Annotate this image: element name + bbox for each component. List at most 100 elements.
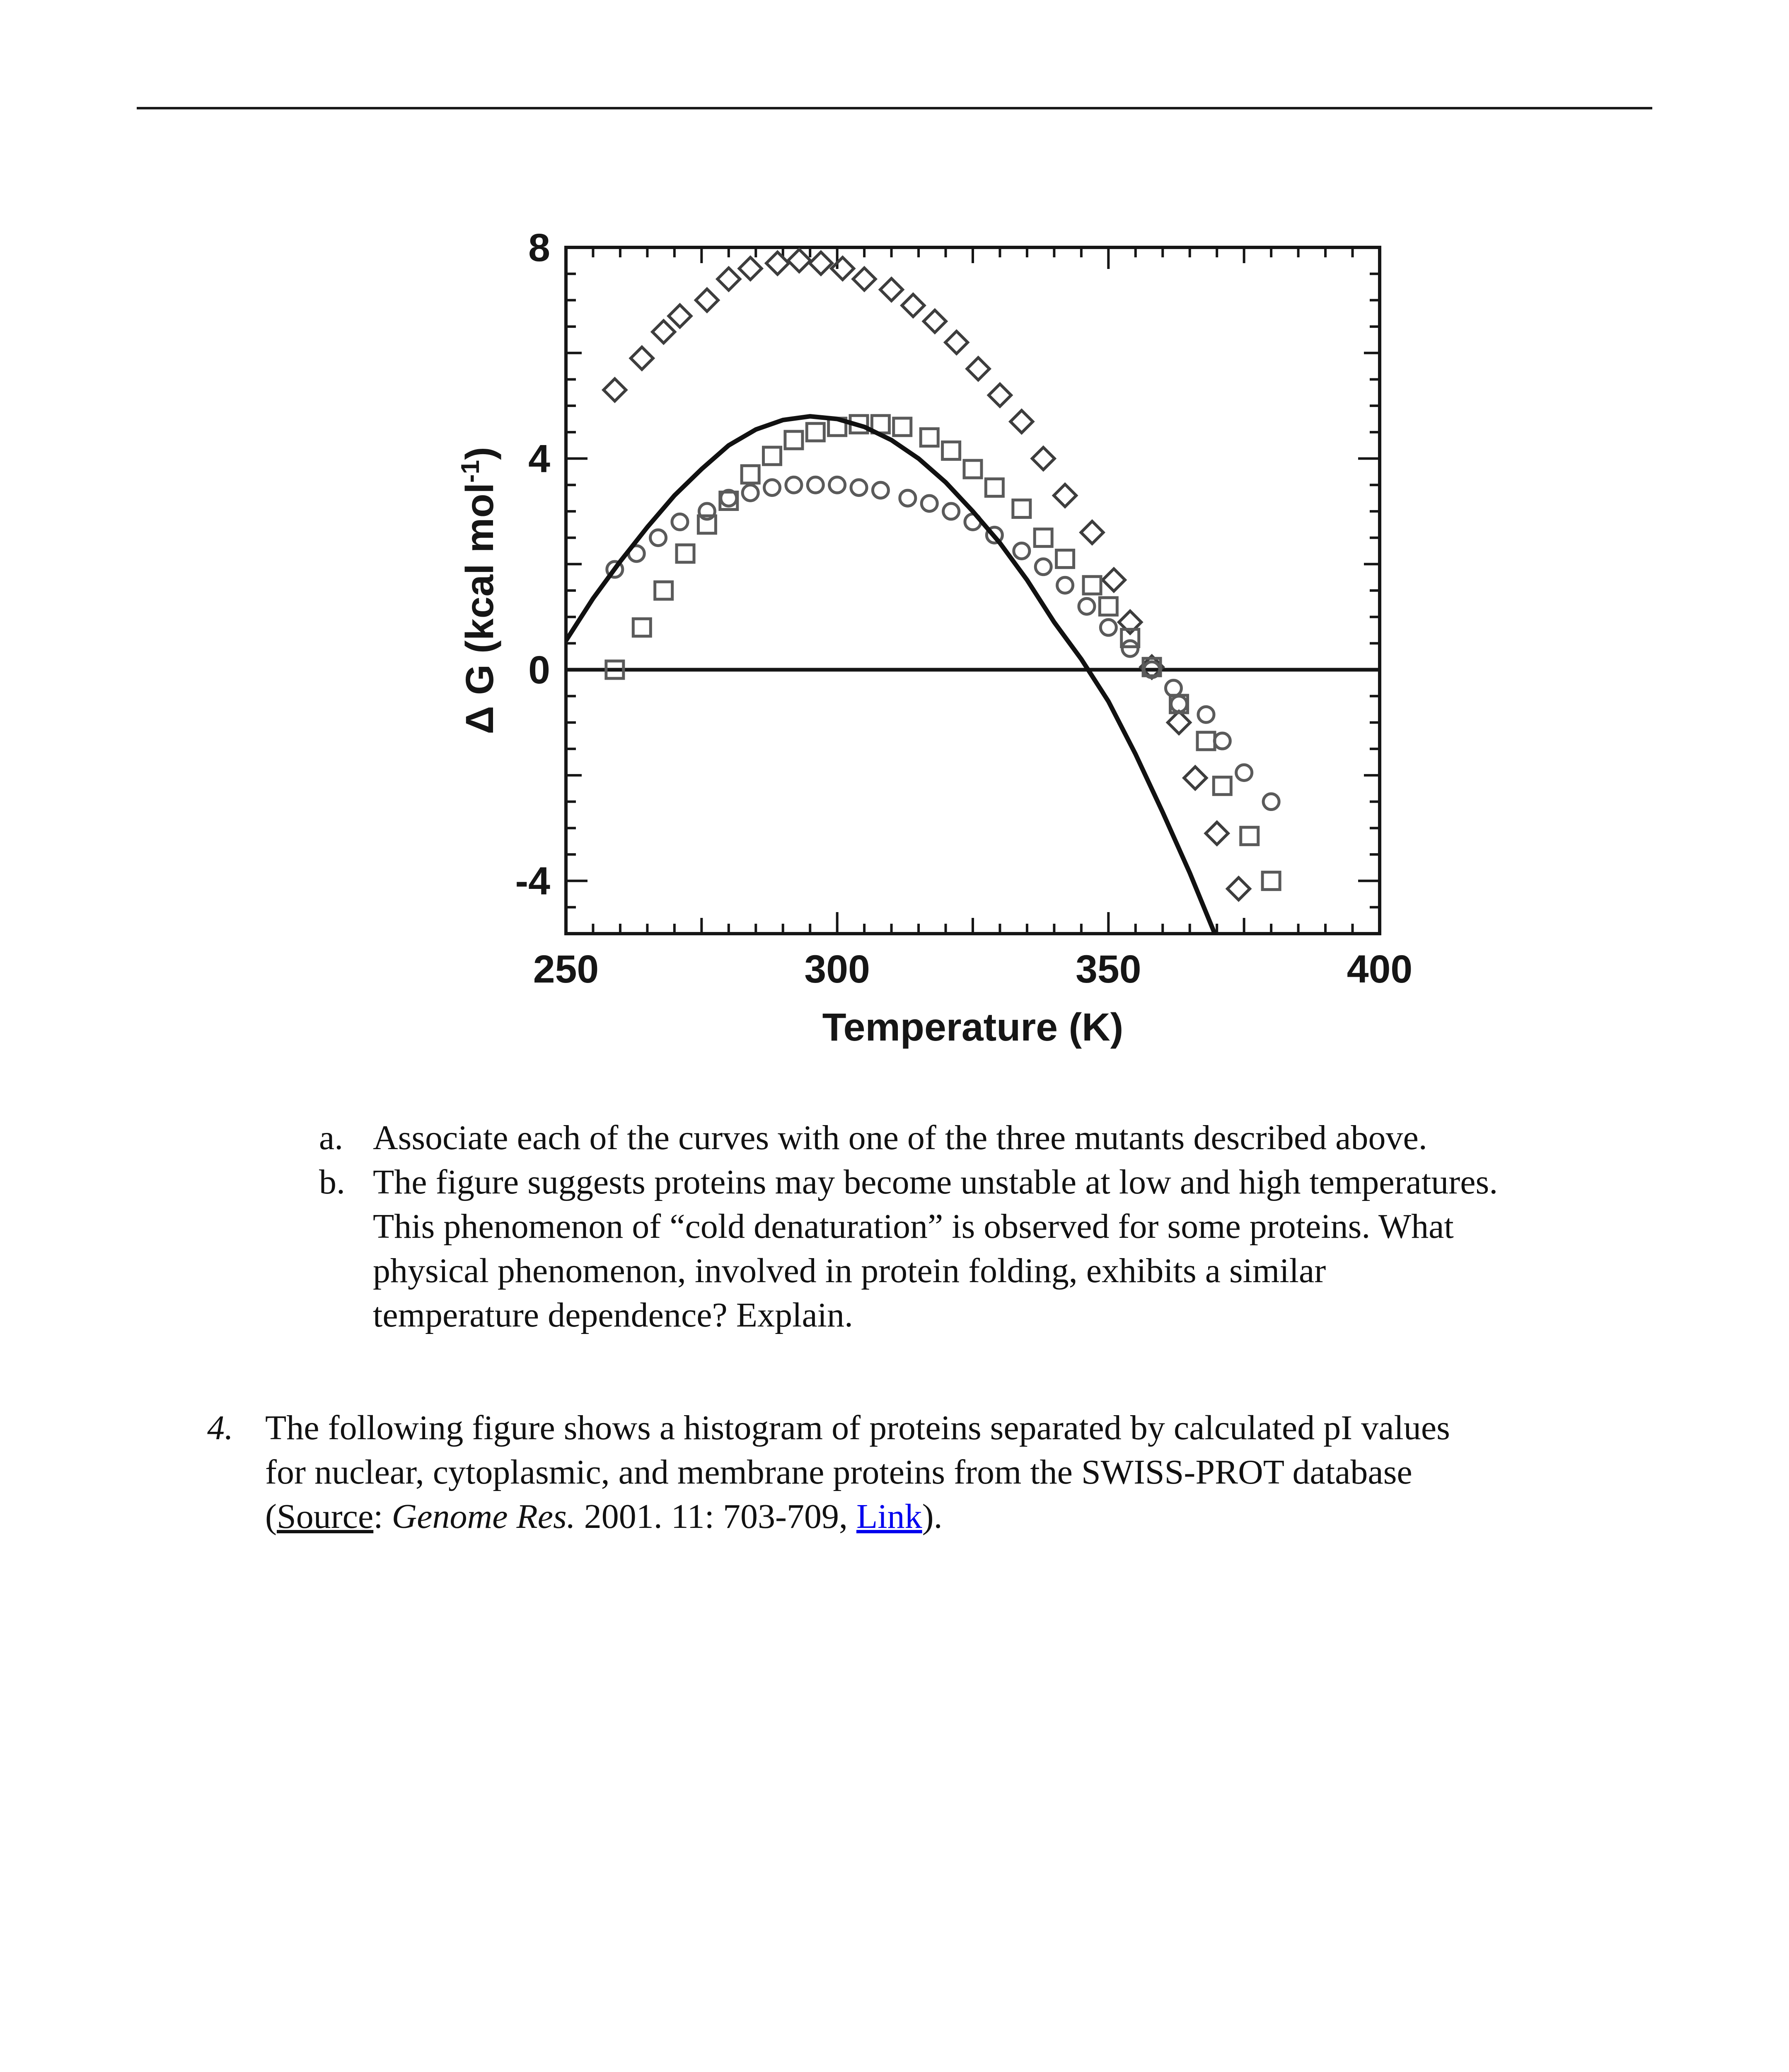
diamond-marker [650,318,677,345]
square-marker [1261,871,1281,891]
circle-marker [1164,679,1183,698]
question-b-line-3: physical phenomenon, involved in protein… [373,1251,1326,1290]
square-marker [919,427,940,448]
question-item-a: a. Associate each of the curves with one … [319,1116,1498,1160]
circle-marker [1034,557,1053,576]
question-b-label: b. [319,1163,345,1201]
tick-labels: 250 300 350 400 8 4 0 -4 [515,226,1413,991]
square-marker [1011,499,1032,519]
diamond-marker [737,255,764,282]
series-fit-curve [566,414,1217,934]
series-mutant-squares [604,414,1281,891]
circle-marker [871,481,890,500]
x-tick-label: 250 [533,947,599,991]
diamond-marker [629,345,655,372]
citation-colon: : [373,1497,392,1536]
circle-marker [1056,576,1075,595]
square-marker [962,459,983,479]
question-item-b: b. The figure suggests proteins may becom… [319,1160,1498,1204]
fit-curve-path [566,414,1217,934]
question-b-line-1: The figure suggests proteins may become … [373,1163,1498,1201]
dg-vs-temperature-chart: 250 300 350 400 8 4 0 -4 Temperature (K) Δ G (kca… [456,226,1413,1049]
square-marker [1239,825,1260,846]
citation-open: ( [265,1497,277,1536]
citation-close: ). [922,1497,943,1536]
circle-marker [1262,792,1281,811]
question-a-label: a. [319,1118,343,1157]
diamond-marker [1165,709,1192,736]
circle-marker [605,560,624,579]
citation-source-label: Source [276,1497,374,1536]
square-marker [631,617,652,638]
circle-marker [1077,597,1096,616]
circle-marker [1197,705,1216,724]
diamond-marker [965,356,992,382]
circle-marker [741,483,760,502]
diamond-marker [1225,875,1252,902]
square-marker [1033,528,1054,548]
circle-marker [719,489,738,508]
y-tick-label: 8 [528,226,550,270]
question-list: a. Associate each of the curves with one … [319,1116,1498,1337]
square-marker [1196,731,1216,751]
square-marker [892,416,913,437]
circle-marker [697,502,716,521]
square-marker [675,543,696,564]
diamond-marker [764,250,791,277]
problem-4-number: 4. [207,1409,233,1447]
circle-marker [784,475,803,494]
diamond-marker [667,303,693,329]
question-a-text: Associate each of the curves with one of… [373,1118,1427,1157]
x-axis-title: Temperature (K) [822,1005,1124,1049]
y-tick-label: -4 [515,859,551,903]
y-tick-label: 0 [528,648,550,692]
diamond-marker [1008,408,1035,435]
circle-marker [763,478,782,497]
citation-link[interactable]: Link [856,1497,922,1536]
x-axis-ticks [565,247,1381,934]
diamond-marker [1030,445,1057,472]
problem-4: 4. The following figure shows a histogram… [207,1406,1450,1539]
square-marker [805,422,826,443]
square-marker [653,580,674,601]
square-marker [1055,549,1076,569]
square-marker [696,514,717,535]
circle-marker [1213,731,1232,750]
y-tick-label: 4 [528,437,550,481]
question-b-line-4: temperature dependence? Explain. [373,1296,853,1334]
diamond-marker [786,247,812,274]
square-marker [1098,596,1119,617]
circle-marker [1121,639,1140,658]
diamond-marker [1100,566,1127,593]
question-b-line-2: This phenomenon of “cold denaturation” i… [373,1207,1454,1246]
circle-marker [1012,541,1031,560]
square-marker [604,659,625,680]
diamond-marker [1079,519,1105,546]
diamond-marker [829,255,856,282]
circle-marker [898,489,917,508]
diamond-marker [601,376,628,403]
series-mutant-diamonds [601,247,1252,902]
circle-marker [806,475,825,494]
diamond-marker [921,308,948,335]
circle-marker [828,475,847,494]
circle-marker [1235,763,1254,782]
diamond-marker [807,250,834,277]
x-tick-label: 400 [1347,947,1413,991]
square-marker [941,440,962,461]
square-marker [1082,575,1102,595]
diamond-marker [1204,820,1231,847]
square-marker [783,430,804,450]
square-marker [762,445,783,466]
circle-marker [1099,618,1118,637]
diamond-marker [851,266,878,293]
circle-marker [1170,695,1189,714]
y-axis-title: Δ G (kcal mol-1) [456,447,502,734]
circle-marker [649,528,668,547]
square-marker [1120,628,1141,649]
diamond-marker [1182,765,1209,792]
circle-marker [920,494,939,513]
diamond-marker [1052,482,1078,509]
problem-4-line-3: (Source: Genome Res. 2001. 11: 703-709, … [207,1494,1450,1539]
square-marker [740,464,761,485]
